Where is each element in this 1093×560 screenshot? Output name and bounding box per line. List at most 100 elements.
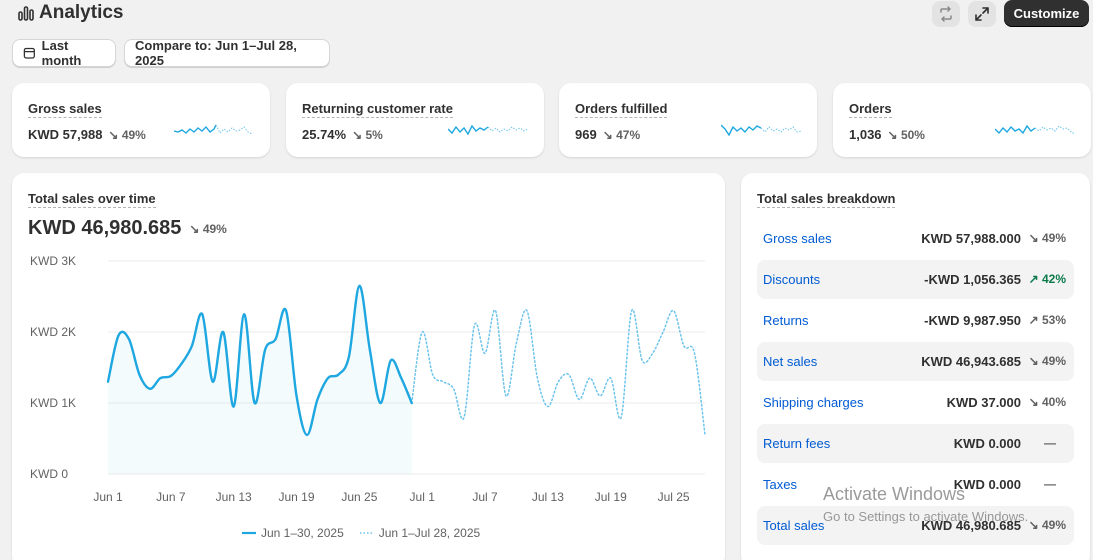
x-tick-label: Jul 13 — [532, 490, 564, 504]
breakdown-row-value: KWD 46,980.685 — [921, 518, 1021, 533]
breakdown-row-change: ↘ 49% — [1029, 354, 1066, 368]
current-series-area — [108, 285, 412, 474]
sales-breakdown-label[interactable]: Total sales breakdown — [757, 191, 896, 208]
metric-value: 1,036 ↘ 50% — [849, 127, 925, 142]
refresh-button[interactable] — [932, 1, 960, 27]
arrow-down-right-icon: ↘ — [1028, 518, 1039, 532]
breakdown-row: Total sales KWD 46,980.685 ↘ 49% — [757, 506, 1074, 545]
page-header: Analytics Customize — [0, 0, 1093, 30]
customize-button[interactable]: Customize — [1004, 0, 1089, 27]
metric-card-orders-fulfilled[interactable]: Orders fulfilled 969 ↘ 47% — [559, 83, 817, 157]
breakdown-row-name[interactable]: Return fees — [763, 436, 831, 451]
sales-over-time-change-text: 49% — [202, 221, 227, 236]
breakdown-row-value: -KWD 1,056.365 — [924, 272, 1021, 287]
breakdown-row-value: KWD 37.000 — [946, 395, 1021, 410]
breakdown-row: Taxes KWD 0.000 — — [757, 465, 1074, 504]
metric-change: ↘ 47% — [603, 128, 640, 142]
windows-activation-watermark: Activate Windows Go to Settings to activ… — [823, 484, 1028, 524]
bar-chart-icon — [18, 6, 34, 21]
breakdown-row-name[interactable]: Net sales — [763, 354, 818, 369]
metric-card-gross-sales[interactable]: Gross sales KWD 57,988 ↘ 49% — [12, 83, 270, 157]
sales-over-time-value: KWD 46,980.685 — [28, 217, 182, 239]
arrow-down-right-icon: ↘ — [352, 128, 363, 142]
sales-over-time-card: Total sales over time KWD 46,980.685 ↘ 4… — [12, 173, 725, 560]
breakdown-row-change-text: 49% — [1041, 518, 1066, 532]
metric-label: Orders — [849, 101, 892, 118]
sales-over-time-change: ↘ 49% — [189, 222, 226, 236]
y-tick-label: KWD 3K — [30, 254, 76, 268]
arrow-down-right-icon: ↘ — [108, 128, 119, 142]
breakdown-row-change-text: 49% — [1041, 354, 1066, 368]
metric-change-text: 47% — [616, 128, 641, 142]
calendar-icon — [23, 47, 35, 59]
breakdown-row: Shipping charges KWD 37.000 ↘ 40% — [757, 383, 1074, 422]
metric-label: Orders fulfilled — [575, 101, 668, 118]
expand-icon — [975, 7, 989, 21]
arrow-down-right-icon: ↘ — [1028, 395, 1039, 409]
x-tick-label: Jul 7 — [472, 490, 498, 504]
fullscreen-button[interactable] — [968, 1, 996, 27]
watermark-line2: Go to Settings to activate Windows. — [823, 509, 1029, 524]
breakdown-row-change: ↗ 42% — [1029, 272, 1066, 286]
refresh-icon — [940, 6, 952, 22]
metric-change-text: 50% — [900, 128, 925, 142]
compare-label: Compare to: Jun 1–Jul 28, 2025 — [135, 38, 297, 68]
title-wrap: Analytics — [18, 2, 123, 24]
metric-change-text: 5% — [365, 128, 383, 142]
metric-label: Returning customer rate — [302, 101, 453, 118]
legend-label-comparison: Jun 1–Jul 28, 2025 — [378, 526, 481, 540]
x-tick-label: Jun 13 — [216, 490, 252, 504]
arrow-down-right-icon: ↘ — [189, 221, 200, 236]
arrow-down-right-icon: ↘ — [887, 128, 898, 142]
page-title: Analytics — [39, 2, 124, 23]
metric-change: ↘ 5% — [352, 128, 383, 142]
metric-card-orders[interactable]: Orders 1,036 ↘ 50% — [833, 83, 1091, 157]
comparison-series-line — [410, 308, 706, 436]
breakdown-row-change-text: 42% — [1041, 272, 1066, 286]
breakdown-row-change: — — [1044, 436, 1056, 450]
breakdown-row: Discounts -KWD 1,056.365 ↗ 42% — [757, 260, 1074, 299]
breakdown-row-change-text: 49% — [1041, 231, 1066, 245]
sales-over-time-summary: KWD 46,980.685 ↘ 49% — [28, 217, 227, 240]
compare-button[interactable]: Compare to: Jun 1–Jul 28, 2025 — [124, 38, 330, 68]
sales-line-chart: KWD 3K KWD 2K KWD 1K KWD 0 Jun 1 Jun 7 Jun 13 J… — [30, 254, 706, 504]
metric-value: KWD 57,988 ↘ 49% — [28, 127, 146, 142]
breakdown-row: Net sales KWD 46,943.685 ↘ 49% — [757, 342, 1074, 381]
breakdown-row-change-text: 40% — [1041, 395, 1066, 409]
watermark-line1: Activate Windows — [823, 484, 966, 504]
chart-legend: Jun 1–30, 2025 Jun 1–Jul 28, 2025 — [242, 526, 480, 540]
arrow-up-right-icon: ↗ — [1028, 313, 1039, 327]
breakdown-row-name[interactable]: Total sales — [763, 518, 825, 533]
breakdown-row-name[interactable]: Shipping charges — [763, 395, 864, 410]
date-range-label: Last month — [41, 38, 82, 68]
x-tick-label: Jun 19 — [279, 490, 315, 504]
sales-over-time-label[interactable]: Total sales over time — [28, 191, 156, 208]
x-tick-label: Jun 1 — [93, 490, 123, 504]
arrow-down-right-icon: ↘ — [1028, 231, 1039, 245]
breakdown-row-change-text: 53% — [1041, 313, 1066, 327]
breakdown-row-name[interactable]: Returns — [763, 313, 809, 328]
y-tick-label: KWD 1K — [30, 396, 76, 410]
x-tick-label: Jul 1 — [410, 490, 436, 504]
date-range-button[interactable]: Last month — [12, 38, 116, 68]
breakdown-row-name[interactable]: Discounts — [763, 272, 821, 287]
sparkline-chart — [721, 124, 801, 137]
metric-card-returning-customer-rate[interactable]: Returning customer rate 25.74% ↘ 5% — [286, 83, 544, 157]
legend-item-current[interactable]: Jun 1–30, 2025 — [242, 526, 344, 540]
breakdown-row-name[interactable]: Gross sales — [763, 231, 832, 246]
breakdown-row-change: — — [1044, 477, 1056, 491]
current-series-line — [106, 284, 413, 437]
sparkline-chart — [448, 124, 528, 136]
metric-label: Gross sales — [28, 101, 102, 118]
breakdown-row-change: ↘ 49% — [1029, 231, 1066, 245]
breakdown-row-value: KWD 0.000 — [953, 477, 1021, 492]
metric-value: 969 ↘ 47% — [575, 127, 640, 142]
breakdown-row-name[interactable]: Taxes — [763, 477, 797, 492]
metric-value-text: 1,036 — [849, 127, 882, 142]
x-tick-label: Jul 19 — [595, 490, 627, 504]
legend-item-comparison[interactable]: Jun 1–Jul 28, 2025 — [359, 526, 481, 540]
metric-change: ↘ 50% — [888, 128, 925, 142]
legend-label-current: Jun 1–30, 2025 — [261, 526, 344, 540]
metric-value-text: 969 — [575, 127, 597, 142]
arrow-up-right-icon: ↗ — [1028, 272, 1039, 286]
